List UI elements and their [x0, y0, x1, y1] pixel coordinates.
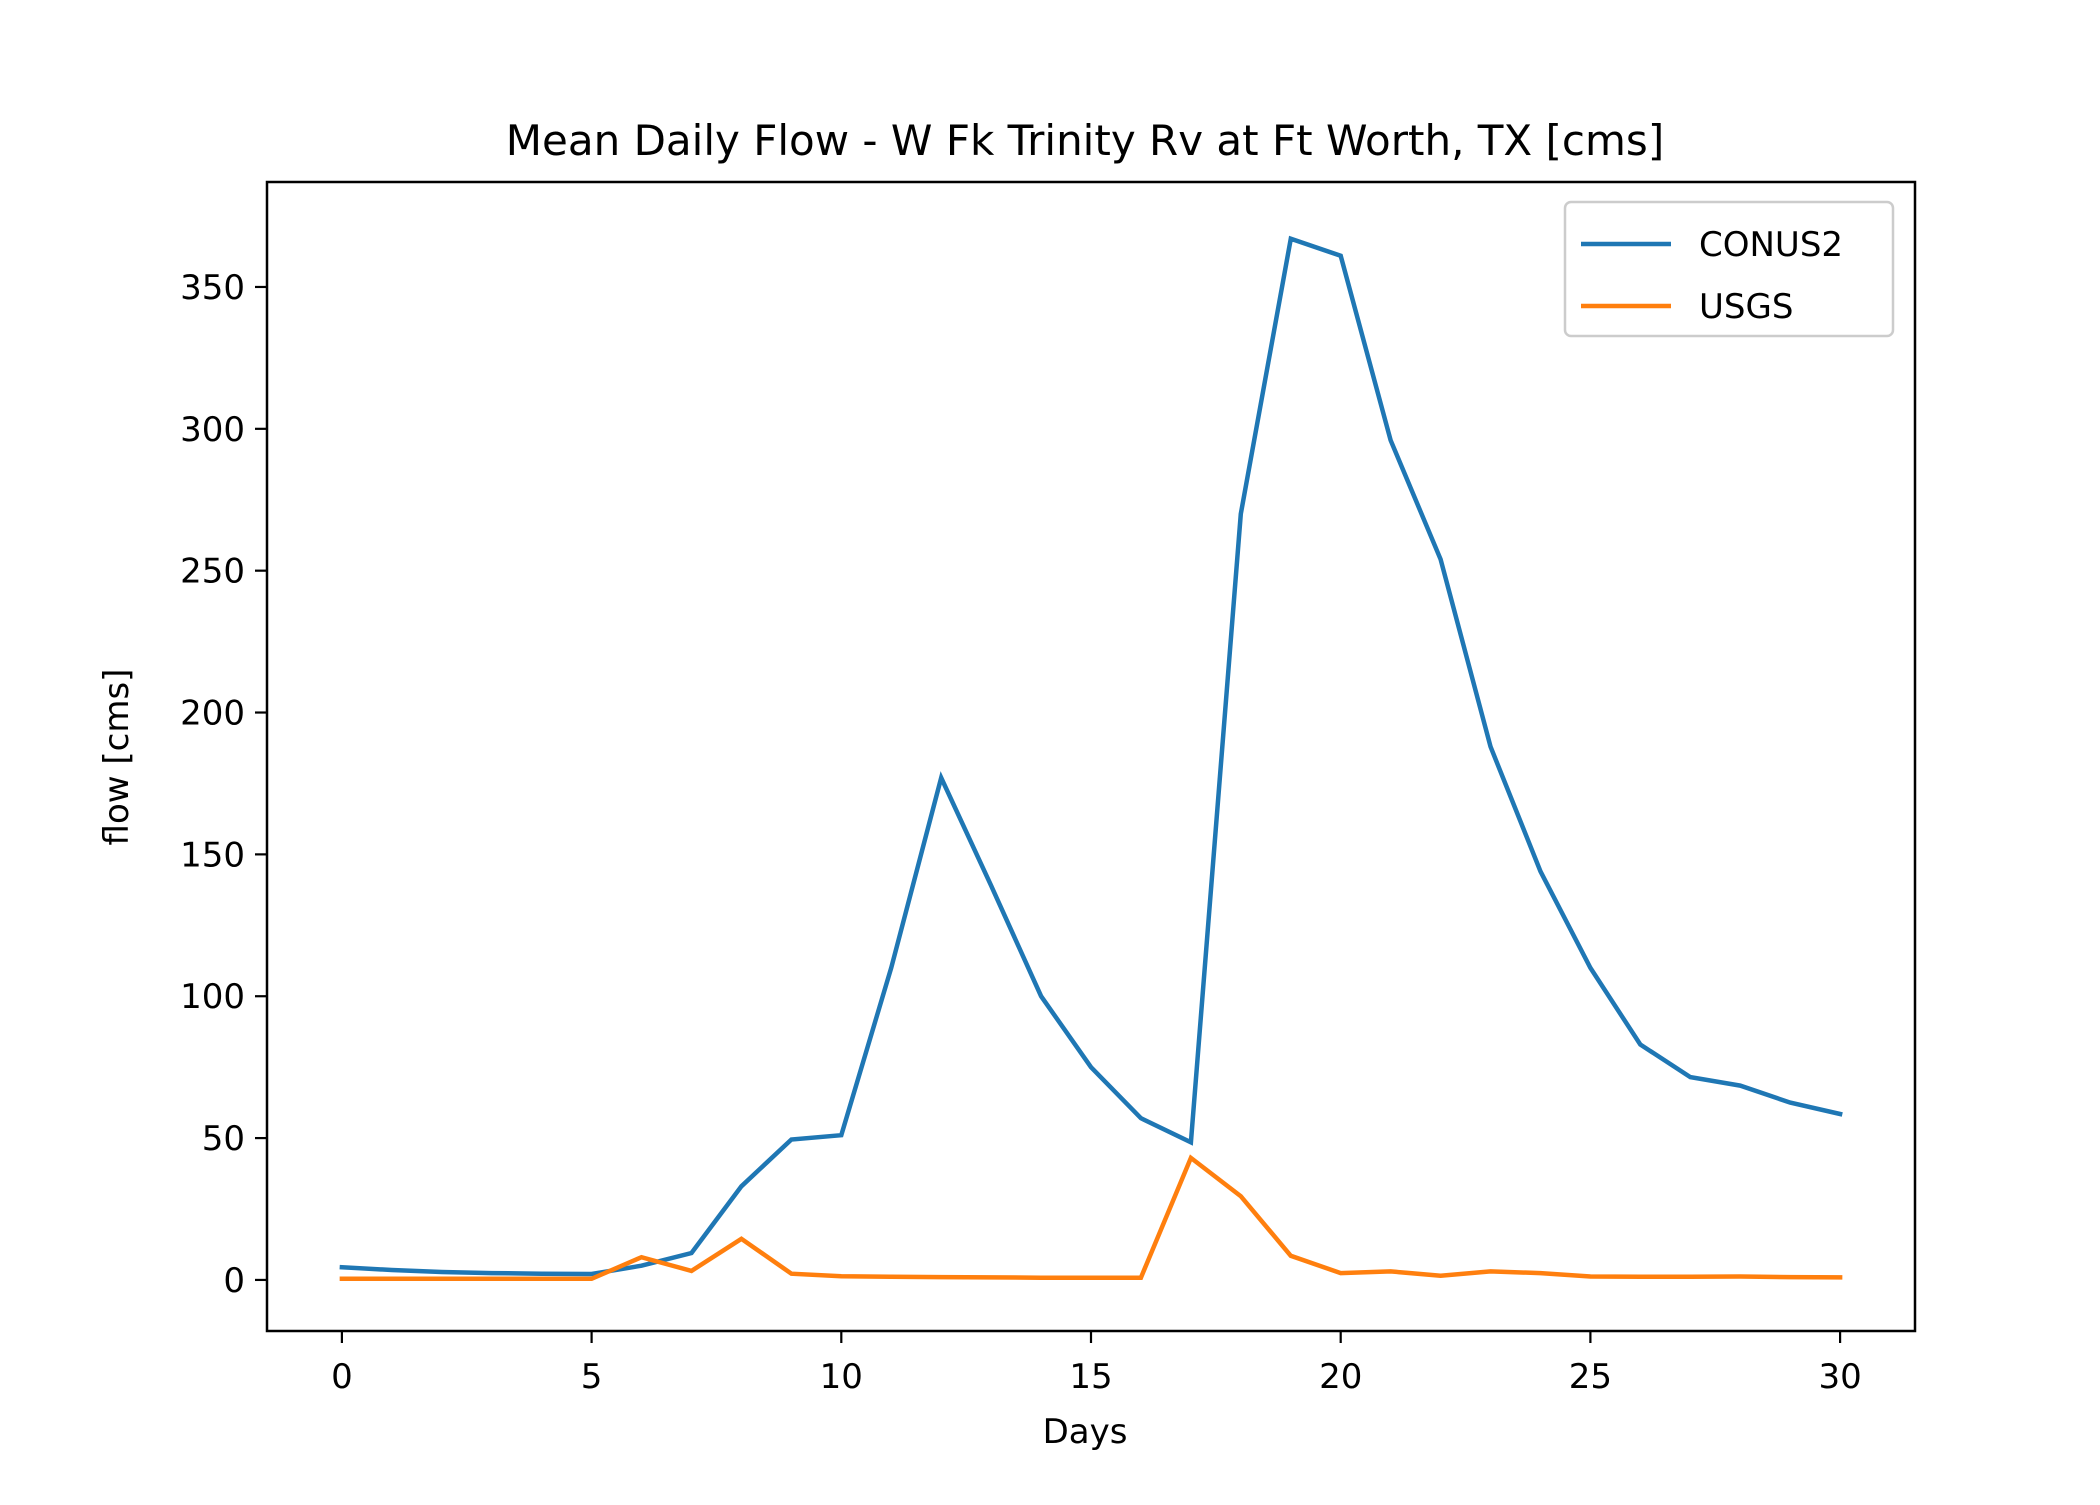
y-tick-label: 300 [180, 410, 245, 450]
legend-label-usgs: USGS [1699, 287, 1793, 327]
series-line-usgs [339, 1154, 1843, 1282]
x-tick-label: 30 [1818, 1357, 1861, 1397]
x-tick-label: 25 [1569, 1357, 1612, 1397]
y-tick-label: 50 [202, 1119, 245, 1159]
y-axis: 0 50 100 150 200 250 300 350 [180, 268, 267, 1301]
y-tick-label: 350 [180, 268, 245, 308]
y-tick-label: 0 [223, 1261, 245, 1301]
legend: CONUS2 USGS [1563, 200, 1895, 338]
x-tick-label: 20 [1319, 1357, 1362, 1397]
legend-box [1563, 200, 1895, 338]
y-tick-label: 100 [180, 977, 245, 1017]
y-axis-label: flow [cms] [97, 669, 137, 846]
x-tick-label: 0 [331, 1357, 353, 1397]
x-axis: 0 5 10 15 20 25 30 [331, 1331, 1862, 1397]
x-tick-label: 5 [581, 1357, 603, 1397]
x-tick-label: 10 [820, 1357, 863, 1397]
series-layer [339, 235, 1843, 1282]
y-tick-label: 200 [180, 694, 245, 734]
series-line-conus2 [339, 235, 1843, 1277]
y-tick-label: 250 [180, 552, 245, 592]
x-axis-label: Days [1043, 1412, 1128, 1452]
legend-label-conus2: CONUS2 [1699, 225, 1843, 265]
chart-title: Mean Daily Flow - W Fk Trinity Rv at Ft … [506, 116, 1664, 165]
x-tick-label: 15 [1069, 1357, 1112, 1397]
y-tick-label: 150 [180, 835, 245, 875]
